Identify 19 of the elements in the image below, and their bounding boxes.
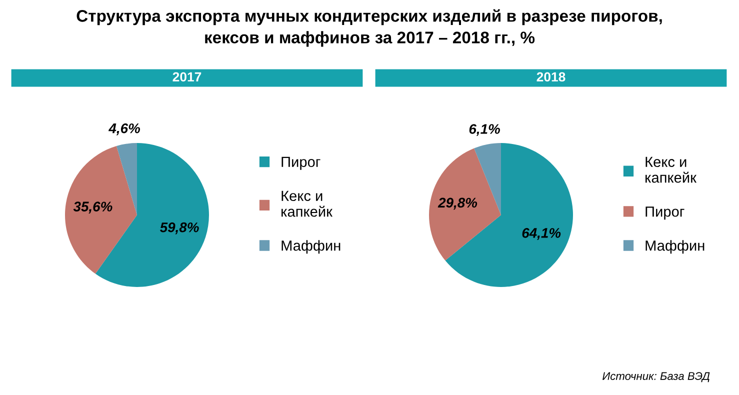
- chart-subtitle: 2017: [172, 72, 202, 82]
- text: Источник: База ВЭД: [602, 372, 710, 382]
- pie-slice: [429, 148, 501, 261]
- pie-slice: [116, 143, 137, 215]
- chart-subtitle: 2018: [536, 72, 566, 82]
- legend-label: Пирог: [646, 206, 684, 220]
- chart-title: Структура экспорта мучных кондитерских изделий в разрезе пирогов, кексов и маффинов за 2017 – 2018 гг., %: [76, 9, 662, 47]
- pie-slice: [65, 146, 137, 274]
- legend-label: Пирог: [282, 156, 320, 170]
- data-label: 35,6%: [73, 202, 112, 214]
- legend-label: Кекс и капкейк: [646, 156, 697, 183]
- data-label: 59,8%: [160, 222, 199, 234]
- data-label: 64,1%: [522, 228, 561, 240]
- legend-label: Кекс и капкейк: [282, 190, 333, 217]
- legend-label: Маффин: [282, 240, 340, 254]
- data-label: 4,6%: [108, 123, 140, 136]
- legend-label: Маффин: [646, 240, 704, 254]
- data-label: 6,1%: [469, 124, 500, 136]
- data-label: 29,8%: [438, 198, 478, 210]
